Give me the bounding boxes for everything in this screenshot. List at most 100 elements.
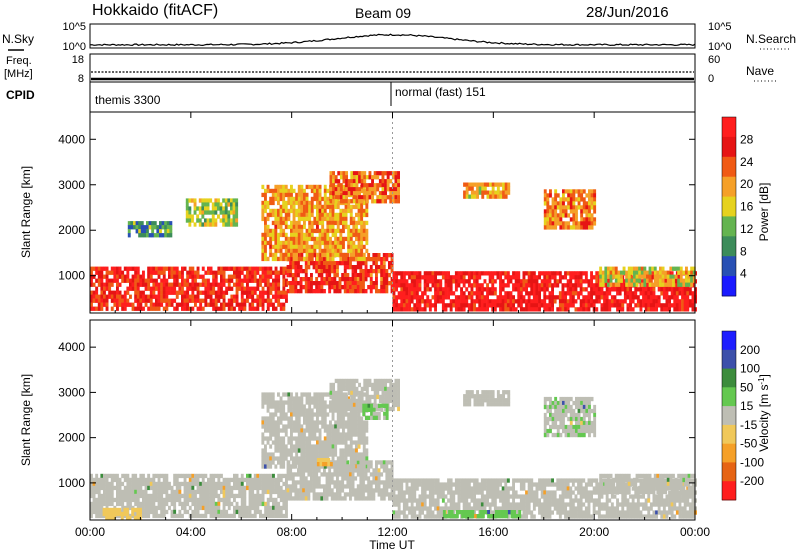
range-cell — [341, 261, 345, 266]
range-cell — [339, 256, 343, 262]
range-cell — [551, 494, 554, 499]
range-cell — [97, 278, 101, 283]
range-cell — [272, 282, 275, 287]
range-cell — [135, 229, 139, 234]
range-cell — [181, 274, 184, 279]
range-cell — [559, 213, 563, 218]
range-cell — [522, 494, 526, 499]
range-cell — [642, 287, 645, 292]
range-cell — [108, 497, 112, 503]
range-cell — [274, 306, 278, 311]
range-cell — [342, 199, 346, 204]
range-cell — [297, 200, 301, 206]
range-cell — [269, 248, 273, 254]
range-cell — [397, 498, 401, 503]
range-cell — [118, 501, 122, 507]
range-cell — [622, 270, 626, 275]
range-cell — [97, 481, 101, 487]
range-cell — [290, 252, 293, 258]
range-cell — [134, 298, 138, 303]
range-cell — [277, 236, 280, 242]
range-cell — [166, 233, 170, 238]
range-cell — [679, 278, 683, 283]
range-cell — [103, 473, 106, 479]
range-cell — [157, 493, 161, 499]
range-cell — [188, 270, 192, 275]
range-cell — [661, 282, 665, 287]
range-cell — [207, 290, 210, 295]
range-cell — [300, 188, 304, 194]
range-cell — [222, 222, 226, 227]
range-cell — [196, 270, 200, 275]
range-cell — [256, 282, 260, 287]
range-cell — [326, 204, 330, 210]
range-cell — [279, 290, 283, 295]
range-cell — [426, 486, 430, 491]
range-cell — [271, 244, 275, 250]
range-cell — [558, 506, 562, 511]
range-cell — [574, 299, 578, 304]
range-cell — [284, 248, 288, 254]
range-cell — [297, 480, 300, 485]
range-cell — [233, 481, 236, 487]
range-cell — [291, 496, 295, 501]
range-cell — [243, 278, 247, 283]
range-cell — [668, 307, 671, 312]
range-cell — [108, 473, 112, 479]
range-cell — [173, 501, 177, 507]
range-cell — [343, 492, 347, 497]
range-cell — [478, 287, 482, 292]
range-cell — [261, 204, 265, 210]
range-cell — [532, 271, 536, 276]
range-cell — [126, 481, 130, 487]
range-cell — [329, 187, 333, 192]
range-cell — [449, 490, 453, 495]
range-cell — [188, 222, 192, 227]
range-cell — [149, 501, 153, 507]
range-cell — [470, 194, 474, 199]
range-cell — [261, 477, 265, 483]
range-cell — [201, 282, 205, 287]
range-cell — [644, 307, 648, 312]
range-cell — [313, 244, 317, 250]
range-cell — [157, 274, 161, 279]
range-cell — [211, 222, 215, 227]
range-cell — [527, 291, 531, 296]
range-cell — [423, 514, 427, 519]
range-cell — [211, 210, 215, 215]
range-cell — [217, 198, 220, 203]
range-cell — [562, 201, 565, 206]
range-cell — [478, 506, 482, 511]
range-cell — [149, 294, 153, 299]
range-cell — [358, 187, 361, 192]
range-cell — [116, 294, 119, 299]
range-cell — [90, 290, 93, 295]
range-cell — [545, 279, 549, 284]
range-cell — [454, 275, 458, 280]
range-cell — [372, 480, 376, 485]
range-cell — [103, 294, 106, 299]
range-cell — [545, 482, 549, 487]
range-cell — [465, 494, 469, 499]
range-cell — [496, 182, 500, 187]
range-cell — [305, 232, 309, 238]
range-cell — [349, 244, 353, 250]
range-cell — [473, 307, 476, 312]
range-cell — [501, 486, 505, 491]
range-cell — [97, 266, 101, 271]
range-cell — [110, 489, 114, 495]
range-cell — [540, 506, 544, 511]
range-cell — [147, 282, 151, 287]
range-cell — [388, 265, 391, 270]
range-cell — [385, 253, 389, 258]
range-cell — [338, 480, 342, 485]
range-cell — [675, 303, 679, 308]
range-cell — [369, 472, 373, 477]
range-cell — [657, 303, 661, 308]
range-cell — [405, 283, 409, 288]
range-cell — [284, 224, 288, 230]
range-cell — [582, 221, 586, 226]
range-cell — [159, 229, 162, 234]
range-cell — [289, 468, 293, 473]
range-cell — [527, 299, 531, 304]
